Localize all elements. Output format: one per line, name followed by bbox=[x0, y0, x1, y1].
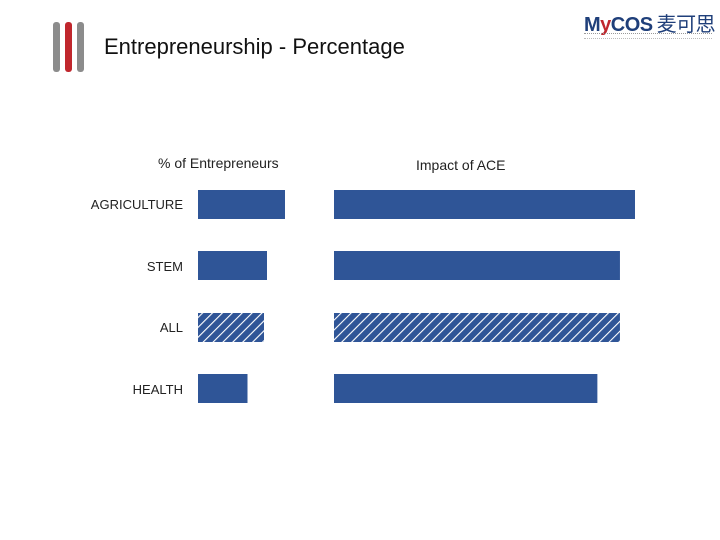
logo-wordmark: MyCOS 麦可思 bbox=[584, 14, 716, 36]
mycos-logo: MyCOS 麦可思 bbox=[584, 8, 716, 44]
bar-entrepreneurs-stem bbox=[198, 251, 267, 280]
category-label-stem: STEM bbox=[146, 259, 183, 274]
title-accent-bars bbox=[53, 22, 89, 72]
bar-impact-stem bbox=[334, 251, 620, 280]
bar-impact-health bbox=[334, 374, 598, 403]
panel-title-impact: Impact of ACE bbox=[416, 157, 506, 173]
bar-entrepreneurs-agriculture bbox=[198, 190, 285, 219]
bar-entrepreneurs-health bbox=[198, 374, 248, 403]
category-label-health: HEALTH bbox=[132, 382, 183, 397]
bar-entrepreneurs-all bbox=[198, 313, 264, 342]
category-label-all: ALL bbox=[159, 320, 183, 335]
bar-impact-all bbox=[334, 313, 620, 342]
page-title: Entrepreneurship - Percentage bbox=[104, 34, 405, 59]
category-label-agriculture: AGRICULTURE bbox=[90, 197, 183, 212]
bar-impact-agriculture bbox=[334, 190, 635, 219]
accent-bar-red bbox=[65, 22, 72, 72]
accent-bar-gray-right bbox=[77, 22, 84, 72]
accent-bar-gray-left bbox=[53, 22, 60, 72]
logo-tagline bbox=[584, 33, 712, 39]
panel-title-entrepreneurs: % of Entrepreneurs bbox=[158, 155, 279, 171]
